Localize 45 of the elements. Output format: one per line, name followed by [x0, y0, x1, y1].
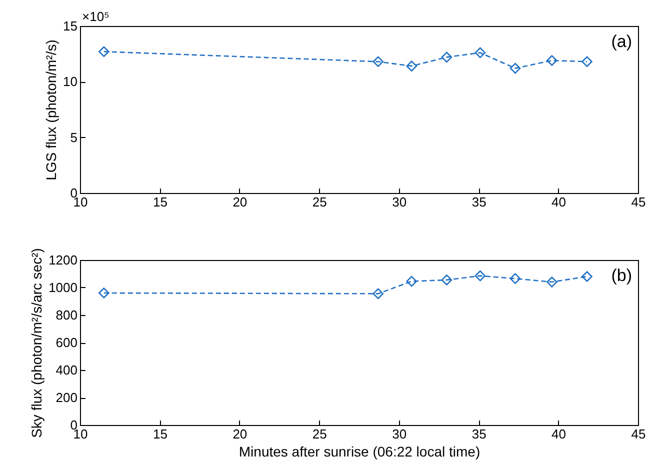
y-tick-label: 10	[63, 74, 78, 90]
x-tick-label: 20	[232, 194, 248, 210]
text: ×10⁵	[82, 9, 110, 24]
point	[372, 288, 384, 300]
point	[546, 276, 558, 288]
y-tick-label: 1200	[48, 252, 78, 268]
x-tick-label: 15	[152, 426, 168, 442]
point	[546, 55, 558, 66]
x-tick-label: 20	[232, 426, 248, 442]
point	[582, 56, 592, 68]
point	[510, 273, 521, 284]
y-tick-label: 800	[56, 308, 78, 322]
point	[98, 46, 110, 57]
point	[510, 62, 521, 74]
x-tick-label: 40	[552, 194, 566, 210]
point	[474, 270, 486, 282]
y-tick-label: 1000	[48, 280, 78, 295]
x-axis-title: Minutes after sunrise (06:22 local time)	[238, 444, 480, 460]
x-tick-label: 30	[392, 194, 407, 210]
y-tick-label: 600	[56, 335, 78, 350]
x-tick-label: 45	[631, 194, 646, 210]
point	[474, 47, 486, 58]
x-tick-label: 25	[312, 426, 327, 442]
point	[441, 274, 452, 286]
x-tick-label: 40	[552, 426, 566, 442]
y-axis-title: Sky flux (photon/m²/s/arc sec²)	[28, 248, 45, 438]
x-tick-label: 30	[392, 426, 407, 442]
point	[406, 276, 418, 287]
y-axis-title: LGS flux (photon/m²/s)	[43, 40, 60, 180]
point	[406, 60, 418, 72]
y-tick-label: 400	[56, 362, 78, 378]
annotation: (b)	[611, 266, 632, 285]
point	[372, 56, 384, 68]
annotation: (a)	[611, 32, 632, 51]
x-tick-label: 35	[472, 426, 486, 442]
x-tick-label: 45	[631, 426, 646, 442]
point	[441, 52, 452, 63]
y-tick-label: 15	[63, 18, 78, 34]
y-tick-label: 200	[56, 390, 78, 405]
y-tick-label: 5	[70, 130, 78, 145]
point	[98, 288, 110, 298]
x-tick-label: 25	[312, 194, 327, 210]
x-tick-label: 35	[472, 194, 486, 210]
x-tick-label: 15	[152, 194, 168, 210]
point	[582, 271, 592, 282]
